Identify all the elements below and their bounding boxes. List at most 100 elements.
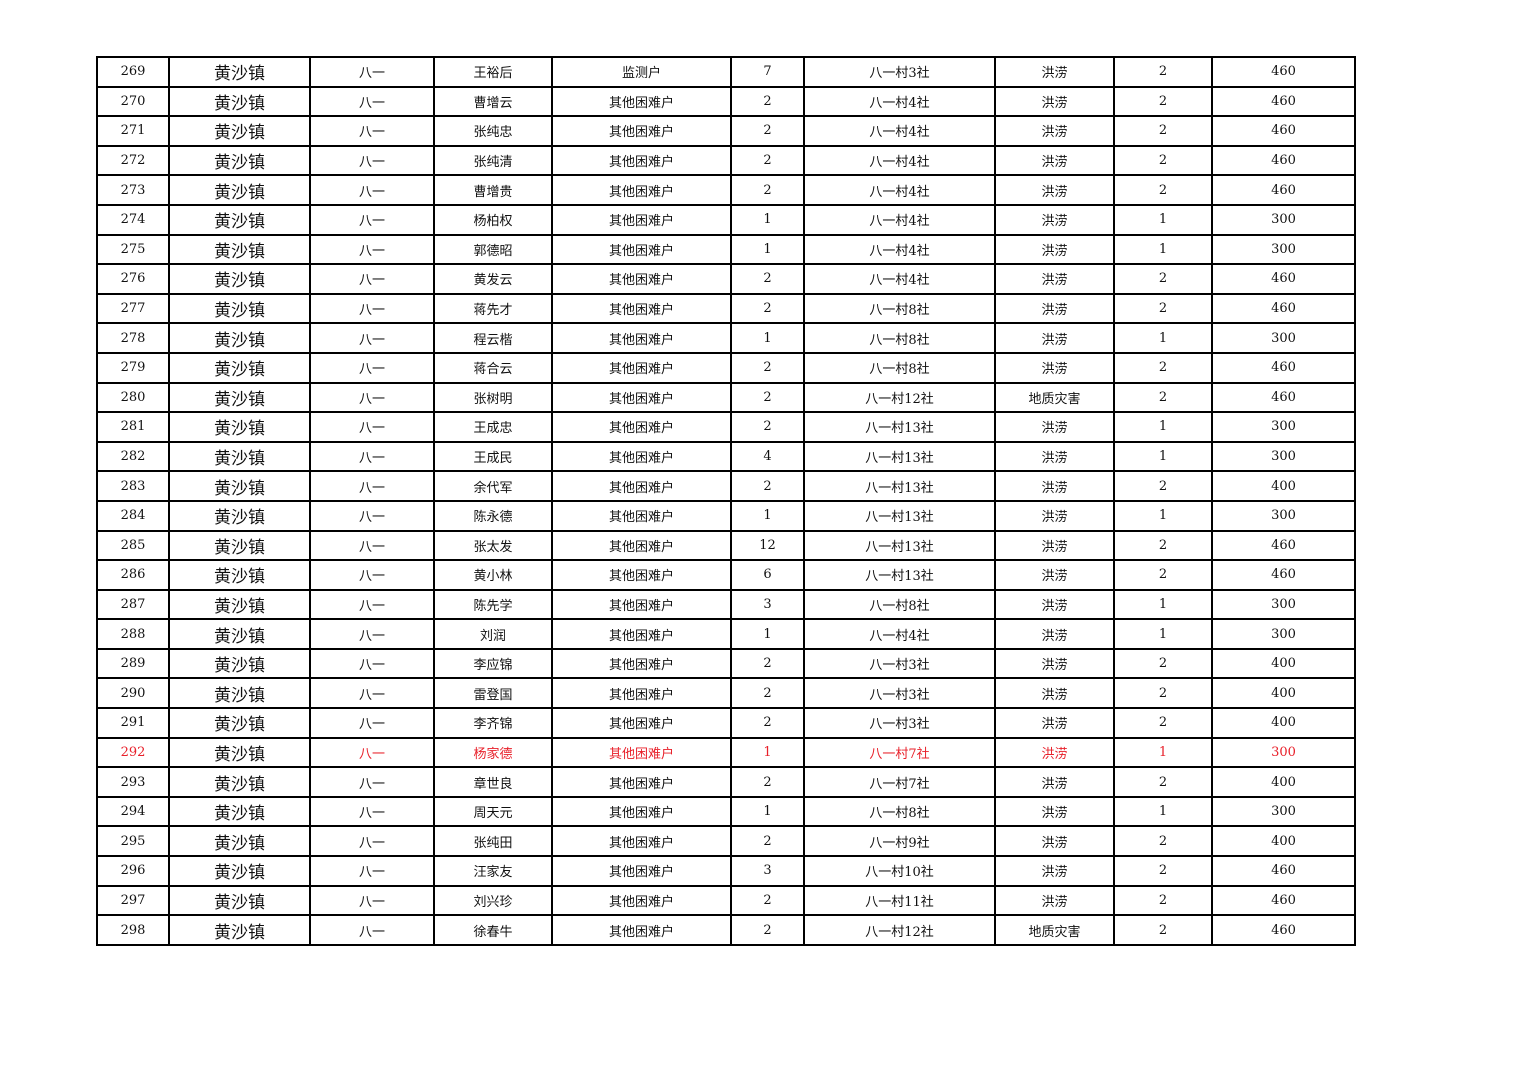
cell-members: 1 bbox=[730, 618, 805, 650]
cell-seq: 294 bbox=[96, 795, 170, 828]
cell-town: 黄沙镇 bbox=[168, 588, 311, 621]
cell-town: 黄沙镇 bbox=[168, 559, 311, 591]
cell-members: 2 bbox=[730, 381, 805, 414]
cell-household-type: 其他困难户 bbox=[551, 795, 732, 828]
cell-members: 2 bbox=[730, 825, 805, 858]
cell-amount: 460 bbox=[1211, 559, 1356, 591]
cell-seq: 273 bbox=[96, 174, 170, 206]
cell-months: 2 bbox=[1113, 144, 1213, 177]
cell-address: 八一村4社 bbox=[803, 263, 996, 295]
cell-household-type: 监测户 bbox=[551, 56, 732, 88]
cell-months: 2 bbox=[1113, 529, 1213, 562]
cell-seq: 280 bbox=[96, 381, 170, 414]
cell-household-type: 其他困难户 bbox=[551, 351, 732, 384]
cell-amount: 460 bbox=[1211, 381, 1356, 414]
cell-months: 1 bbox=[1113, 588, 1213, 621]
cell-disaster-type: 洪涝 bbox=[994, 115, 1115, 147]
cell-household-type: 其他困难户 bbox=[551, 559, 732, 591]
cell-months: 1 bbox=[1113, 795, 1213, 828]
cell-members: 2 bbox=[730, 85, 805, 118]
cell-members: 6 bbox=[730, 559, 805, 591]
cell-address: 八一村11社 bbox=[803, 884, 996, 917]
cell-seq: 293 bbox=[96, 766, 170, 798]
cell-address: 八一村9社 bbox=[803, 825, 996, 858]
table-row: 269 黄沙镇 八一 王裕后 监测户 7 八一村3社 洪涝 2 460 bbox=[96, 56, 1356, 88]
cell-amount: 400 bbox=[1211, 707, 1356, 739]
cell-seq: 275 bbox=[96, 233, 170, 266]
cell-months: 1 bbox=[1113, 322, 1213, 354]
cell-town: 黄沙镇 bbox=[168, 884, 311, 917]
cell-name: 张纯忠 bbox=[433, 115, 553, 147]
cell-amount: 460 bbox=[1211, 914, 1356, 946]
cell-address: 八一村4社 bbox=[803, 233, 996, 266]
cell-seq: 284 bbox=[96, 499, 170, 532]
cell-seq: 290 bbox=[96, 677, 170, 710]
cell-name: 黄发云 bbox=[433, 263, 553, 295]
cell-seq: 287 bbox=[96, 588, 170, 621]
cell-village: 八一 bbox=[309, 263, 435, 295]
cell-town: 黄沙镇 bbox=[168, 411, 311, 443]
cell-address: 八一村13社 bbox=[803, 499, 996, 532]
cell-members: 12 bbox=[730, 529, 805, 562]
cell-disaster-type: 洪涝 bbox=[994, 618, 1115, 650]
cell-seq: 295 bbox=[96, 825, 170, 858]
cell-address: 八一村13社 bbox=[803, 470, 996, 502]
table-body: 269 黄沙镇 八一 王裕后 监测户 7 八一村3社 洪涝 2 460 270 黄沙镇 八一 曹增云 其他困… bbox=[96, 56, 1356, 946]
cell-members: 2 bbox=[730, 115, 805, 147]
cell-address: 八一村13社 bbox=[803, 529, 996, 562]
table-row: 286 黄沙镇 八一 黄小林 其他困难户 6 八一村13社 洪涝 2 460 bbox=[96, 559, 1356, 591]
cell-disaster-type: 洪涝 bbox=[994, 174, 1115, 206]
cell-village: 八一 bbox=[309, 914, 435, 946]
cell-members: 7 bbox=[730, 56, 805, 88]
cell-disaster-type: 洪涝 bbox=[994, 588, 1115, 621]
cell-address: 八一村7社 bbox=[803, 736, 996, 769]
cell-town: 黄沙镇 bbox=[168, 499, 311, 532]
cell-village: 八一 bbox=[309, 203, 435, 236]
cell-name: 王成民 bbox=[433, 440, 553, 473]
cell-village: 八一 bbox=[309, 411, 435, 443]
table-row: 273 黄沙镇 八一 曹增贵 其他困难户 2 八一村4社 洪涝 2 460 bbox=[96, 174, 1356, 206]
table-row: 287 黄沙镇 八一 陈先学 其他困难户 3 八一村8社 洪涝 1 300 bbox=[96, 588, 1356, 621]
cell-village: 八一 bbox=[309, 825, 435, 858]
table-row: 292 黄沙镇 八一 杨家德 其他困难户 1 八一村7社 洪涝 1 300 bbox=[96, 736, 1356, 769]
cell-members: 2 bbox=[730, 174, 805, 206]
cell-seq: 289 bbox=[96, 647, 170, 680]
cell-months: 1 bbox=[1113, 233, 1213, 266]
cell-members: 2 bbox=[730, 292, 805, 325]
cell-amount: 460 bbox=[1211, 174, 1356, 206]
cell-months: 2 bbox=[1113, 263, 1213, 295]
table-row: 272 黄沙镇 八一 张纯清 其他困难户 2 八一村4社 洪涝 2 460 bbox=[96, 144, 1356, 177]
cell-months: 2 bbox=[1113, 381, 1213, 414]
cell-name: 张树明 bbox=[433, 381, 553, 414]
cell-members: 2 bbox=[730, 677, 805, 710]
table-row: 282 黄沙镇 八一 王成民 其他困难户 4 八一村13社 洪涝 1 300 bbox=[96, 440, 1356, 473]
cell-members: 2 bbox=[730, 766, 805, 798]
cell-household-type: 其他困难户 bbox=[551, 440, 732, 473]
cell-disaster-type: 洪涝 bbox=[994, 233, 1115, 266]
cell-address: 八一村7社 bbox=[803, 766, 996, 798]
cell-disaster-type: 洪涝 bbox=[994, 351, 1115, 384]
cell-household-type: 其他困难户 bbox=[551, 766, 732, 798]
cell-town: 黄沙镇 bbox=[168, 647, 311, 680]
cell-disaster-type: 洪涝 bbox=[994, 825, 1115, 858]
cell-members: 2 bbox=[730, 707, 805, 739]
cell-seq: 292 bbox=[96, 736, 170, 769]
cell-members: 2 bbox=[730, 914, 805, 946]
cell-address: 八一村3社 bbox=[803, 56, 996, 88]
cell-disaster-type: 洪涝 bbox=[994, 855, 1115, 887]
cell-amount: 400 bbox=[1211, 825, 1356, 858]
cell-disaster-type: 洪涝 bbox=[994, 529, 1115, 562]
cell-household-type: 其他困难户 bbox=[551, 322, 732, 354]
cell-village: 八一 bbox=[309, 85, 435, 118]
cell-household-type: 其他困难户 bbox=[551, 647, 732, 680]
table-row: 278 黄沙镇 八一 程云楷 其他困难户 1 八一村8社 洪涝 1 300 bbox=[96, 322, 1356, 354]
cell-name: 杨柏权 bbox=[433, 203, 553, 236]
cell-disaster-type: 洪涝 bbox=[994, 322, 1115, 354]
cell-town: 黄沙镇 bbox=[168, 233, 311, 266]
cell-disaster-type: 洪涝 bbox=[994, 263, 1115, 295]
relief-table: 269 黄沙镇 八一 王裕后 监测户 7 八一村3社 洪涝 2 460 270 黄沙镇 八一 曹增云 其他困… bbox=[96, 56, 1356, 946]
cell-village: 八一 bbox=[309, 855, 435, 887]
table-row: 298 黄沙镇 八一 徐春牛 其他困难户 2 八一村12社 地质灾害 2 460 bbox=[96, 914, 1356, 946]
cell-members: 1 bbox=[730, 322, 805, 354]
cell-village: 八一 bbox=[309, 499, 435, 532]
